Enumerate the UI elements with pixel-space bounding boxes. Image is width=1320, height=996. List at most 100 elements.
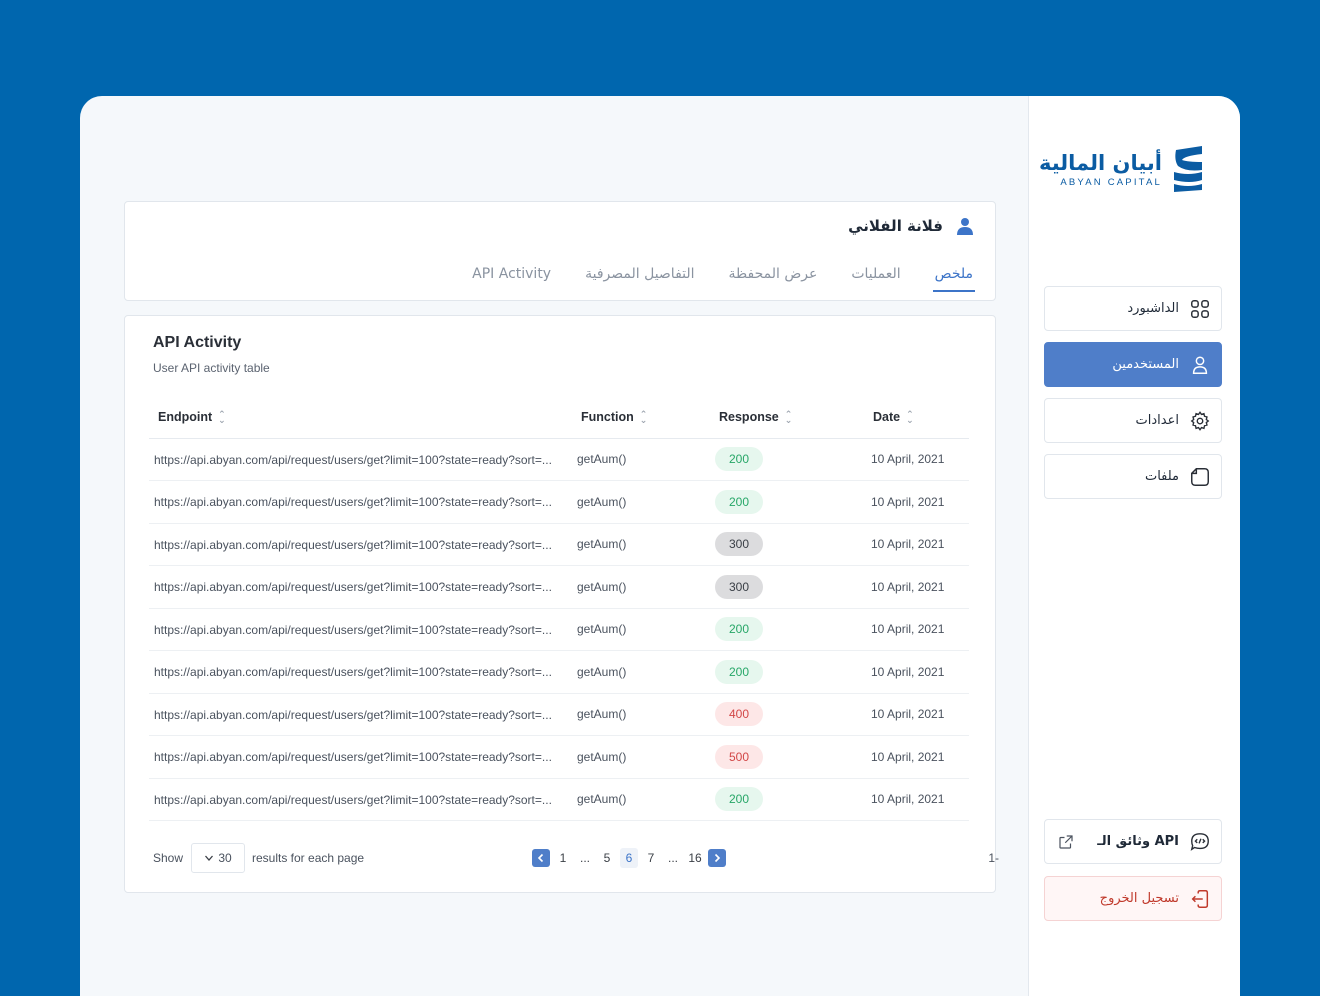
sidebar-item-files[interactable]: ملفات xyxy=(1044,454,1222,499)
endpoint-text: https://api.abyan.com/api/request/users/… xyxy=(154,495,552,510)
api-activity-table: Endpoint ⌃ ⌄ Function ⌃ ⌄ Response ⌃ ⌄ Date ⌃ ⌄ … xyxy=(149,396,969,821)
date-text: 10 April, 2021 xyxy=(871,494,945,509)
response-cell: 500 xyxy=(715,735,871,779)
table-row[interactable]: https://api.abyan.com/api/request/users/… xyxy=(149,735,969,779)
results-label: results for each page xyxy=(252,851,365,865)
sidebar-item-label: ملفات xyxy=(1144,469,1179,484)
date-text: 10 April, 2021 xyxy=(871,579,945,594)
function-cell: getAum() xyxy=(577,650,715,694)
table-row[interactable]: https://api.abyan.com/api/request/users/… xyxy=(149,650,969,694)
function-cell: getAum() xyxy=(577,778,715,821)
tab-summary[interactable]: ملخص xyxy=(932,258,976,292)
brand-name-en: ABYAN CAPITAL xyxy=(1060,176,1162,188)
endpoint-text: https://api.abyan.com/api/request/users/… xyxy=(154,707,552,722)
date-cell: 10 April, 2021 xyxy=(871,778,969,821)
function-text: getAum() xyxy=(577,622,627,637)
tab-bank-details[interactable]: التفاصيل المصرفية xyxy=(585,266,695,282)
sort-icon: ⌃ ⌄ xyxy=(639,409,648,426)
brand-logo[interactable]: أبيان المالية ABYAN CAPITAL xyxy=(1039,146,1204,192)
page-link[interactable]: 16 xyxy=(688,851,702,865)
next-page-button[interactable] xyxy=(708,849,726,867)
brand-mark-icon xyxy=(1174,146,1202,192)
endpoint-text: https://api.abyan.com/api/request/users/… xyxy=(154,665,552,680)
date-text: 10 April, 2021 xyxy=(871,664,945,679)
function-cell: getAum() xyxy=(577,693,715,736)
profile-card: فلانة الفلاني ملخص العمليات عرض المحفظة … xyxy=(124,201,996,301)
logout-icon xyxy=(1191,889,1209,908)
tab-transactions[interactable]: العمليات xyxy=(851,266,901,282)
column-header-endpoint[interactable]: Endpoint ⌃ ⌄ xyxy=(149,396,577,439)
table-row[interactable]: https://api.abyan.com/api/request/users/… xyxy=(149,565,969,609)
column-header-function[interactable]: Function ⌃ ⌄ xyxy=(577,396,715,439)
user-avatar-icon xyxy=(957,218,973,235)
date-cell: 10 April, 2021 xyxy=(871,650,969,694)
page-link[interactable]: 5 xyxy=(603,851,611,865)
table-row[interactable]: https://api.abyan.com/api/request/users/… xyxy=(149,608,969,651)
function-text: getAum() xyxy=(577,707,627,722)
date-cell: 10 April, 2021 xyxy=(871,480,969,524)
function-text: getAum() xyxy=(577,494,627,509)
date-cell: 10 April, 2021 xyxy=(871,565,969,609)
date-cell: 10 April, 2021 xyxy=(871,523,969,566)
status-badge: 500 xyxy=(715,744,763,769)
function-text: getAum() xyxy=(577,664,627,679)
column-header-response[interactable]: Response ⌃ ⌄ xyxy=(715,396,871,439)
endpoint-cell: https://api.abyan.com/api/request/users/… xyxy=(149,778,577,821)
date-text: 10 April, 2021 xyxy=(871,707,945,722)
tab-portfolio[interactable]: عرض المحفظة xyxy=(728,266,818,282)
endpoint-text: https://api.abyan.com/api/request/users/… xyxy=(154,537,552,552)
api-docs-button[interactable]: وثائق الـ API xyxy=(1044,819,1222,864)
endpoint-cell: https://api.abyan.com/api/request/users/… xyxy=(149,480,577,524)
status-badge: 300 xyxy=(715,574,763,599)
page-link[interactable]: 1 xyxy=(559,851,567,865)
prev-page-button[interactable] xyxy=(532,849,550,867)
date-text: 10 April, 2021 xyxy=(871,749,945,764)
profile-header: فلانة الفلاني xyxy=(848,216,975,236)
response-cell: 200 xyxy=(715,608,871,651)
sidebar-item-users[interactable]: المستخدمين xyxy=(1044,342,1222,387)
sidebar: أبيان المالية ABYAN CAPITAL الداشبورد ال… xyxy=(1028,96,1240,996)
tab-api-activity[interactable]: API Activity xyxy=(472,266,552,282)
page-link-current[interactable]: 6 xyxy=(620,848,638,868)
status-badge: 300 xyxy=(715,532,763,557)
gear-icon xyxy=(1190,410,1210,431)
function-cell: getAum() xyxy=(577,565,715,609)
show-label: Show xyxy=(153,851,184,865)
sidebar-item-dashboard[interactable]: الداشبورد xyxy=(1044,286,1222,331)
range-label: 1- xyxy=(988,851,999,865)
logout-button[interactable]: تسجيل الخروج xyxy=(1044,876,1222,921)
app-window: أبيان المالية ABYAN CAPITAL الداشبورد ال… xyxy=(80,96,1240,996)
chevron-down-icon xyxy=(205,855,214,861)
external-link-icon xyxy=(1059,834,1073,849)
table-row[interactable]: https://api.abyan.com/api/request/users/… xyxy=(149,480,969,524)
sidebar-item-label: المستخدمين xyxy=(1112,357,1179,372)
table-row[interactable]: https://api.abyan.com/api/request/users/… xyxy=(149,438,969,481)
logout-label: تسجيل الخروج xyxy=(1099,891,1179,906)
table-footer: Show 30 results for each page 1 ... 5 6 … xyxy=(153,843,999,873)
table-row[interactable]: https://api.abyan.com/api/request/users/… xyxy=(149,778,969,821)
table-row[interactable]: https://api.abyan.com/api/request/users/… xyxy=(149,523,969,566)
response-cell: 200 xyxy=(715,438,871,481)
response-cell: 200 xyxy=(715,480,871,524)
sort-icon: ⌃ ⌄ xyxy=(784,409,793,426)
sidebar-item-label: الداشبورد xyxy=(1127,301,1179,316)
card-subtitle: User API activity table xyxy=(153,361,270,375)
page-link[interactable]: 7 xyxy=(647,851,655,865)
column-header-date[interactable]: Date ⌃ ⌄ xyxy=(871,396,969,439)
endpoint-text: https://api.abyan.com/api/request/users/… xyxy=(154,792,552,807)
status-badge: 200 xyxy=(715,659,763,684)
endpoint-text: https://api.abyan.com/api/request/users/… xyxy=(154,622,552,637)
table-row[interactable]: https://api.abyan.com/api/request/users/… xyxy=(149,693,969,736)
endpoint-text: https://api.abyan.com/api/request/users/… xyxy=(154,580,552,595)
endpoint-cell: https://api.abyan.com/api/request/users/… xyxy=(149,693,577,736)
per-page-select[interactable]: 30 xyxy=(191,843,245,873)
endpoint-cell: https://api.abyan.com/api/request/users/… xyxy=(149,650,577,694)
profile-name: فلانة الفلاني xyxy=(848,217,943,235)
function-cell: getAum() xyxy=(577,438,715,481)
date-text: 10 April, 2021 xyxy=(871,792,945,807)
sidebar-item-settings[interactable]: اعدادات xyxy=(1044,398,1222,443)
endpoint-cell: https://api.abyan.com/api/request/users/… xyxy=(149,565,577,609)
function-cell: getAum() xyxy=(577,480,715,524)
table-header-row: Endpoint ⌃ ⌄ Function ⌃ ⌄ Response ⌃ ⌄ Date ⌃ ⌄ xyxy=(149,396,969,439)
function-cell: getAum() xyxy=(577,608,715,651)
